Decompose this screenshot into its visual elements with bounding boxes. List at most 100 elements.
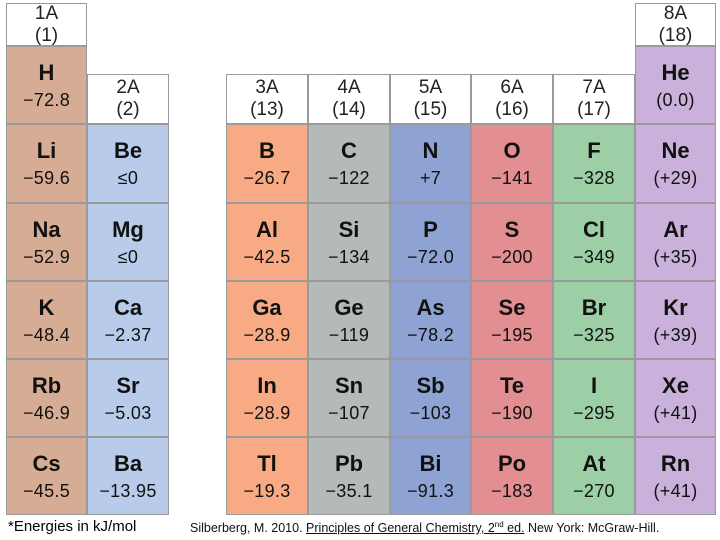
element-symbol: Mg [112,216,144,242]
electron-affinity-value: −119 [328,324,370,345]
electron-affinity-value: −19.3 [243,480,291,501]
element-symbol: Sb [416,372,445,398]
element-cell-si: Si −134 [308,203,390,281]
electron-affinity-value: −13.95 [99,480,157,501]
element-symbol: Te [499,372,525,398]
element-cell-xe: Xe (+41) [635,359,716,437]
group-label: 8A [663,2,688,24]
electron-affinity-value: −200 [491,246,533,267]
electron-affinity-value: −42.5 [243,246,291,267]
element-cell-f: F −328 [553,124,635,203]
electron-affinity-value: −103 [409,402,452,423]
element-cell-cl: Cl −349 [553,203,635,281]
group-header-5a: 5A (15) [390,74,471,124]
electron-affinity-value: −35.1 [325,480,373,501]
element-symbol: Ga [252,294,282,320]
element-cell-ba: Ba −13.95 [87,437,169,515]
element-symbol: Cs [32,450,61,476]
element-cell-se: Se −195 [471,281,553,359]
element-cell-rn: Rn (+41) [635,437,716,515]
electron-affinity-value: (0.0) [656,89,695,110]
element-cell-ne: Ne (+29) [635,124,716,203]
element-symbol: Pb [334,450,364,476]
group-header-3a: 3A (13) [226,74,308,124]
element-symbol: S [504,216,520,242]
group-label: 2A [116,77,140,98]
element-cell-p: P −72.0 [390,203,471,281]
group-number: (13) [250,99,284,120]
element-symbol: He [661,59,690,85]
element-symbol: Tl [257,450,277,476]
element-symbol: Ne [661,138,690,163]
electron-affinity-value: −52.9 [22,246,71,267]
element-symbol: Rn [660,450,691,476]
element-cell-i: I −295 [553,359,635,437]
citation-suffix: New York: McGraw-Hill. [524,521,660,535]
element-cell-br: Br −325 [553,281,635,359]
group-label: 1A [34,2,59,24]
group-number: (15) [413,99,448,120]
group-label: 6A [500,77,524,98]
group-label: 4A [337,77,361,98]
electron-affinity-value: −45.5 [22,480,71,501]
element-symbol: Bi [419,450,442,476]
element-symbol: Ba [113,450,143,476]
element-symbol: P [423,216,438,242]
element-symbol: Si [338,216,360,242]
element-symbol: Kr [663,294,688,320]
electron-affinity-value: (+29) [653,168,698,188]
element-symbol: Se [498,294,526,320]
element-symbol: O [503,138,521,163]
element-cell-b: B −26.7 [226,124,308,203]
element-cell-k: K −48.4 [6,281,87,359]
electron-affinity-value: (+41) [653,480,698,501]
element-cell-ga: Ga −28.9 [226,281,308,359]
element-symbol: Po [497,450,527,476]
element-symbol: Rb [31,372,62,398]
element-symbol: Al [256,216,278,242]
electron-affinity-value: (+35) [653,246,698,267]
element-symbol: Ca [113,294,143,320]
element-symbol: Li [36,138,57,163]
element-cell-s: S −200 [471,203,553,281]
element-cell-bi: Bi −91.3 [390,437,471,515]
element-cell-c: C −122 [308,124,390,203]
element-cell-be: Be ≤0 [87,124,169,203]
element-symbol: Sr [116,372,140,398]
element-symbol: Na [32,216,61,242]
element-symbol: Br [581,294,607,320]
element-cell-sr: Sr −5.03 [87,359,169,437]
electron-affinity-value: −134 [328,246,370,267]
element-cell-sn: Sn −107 [308,359,390,437]
element-symbol: Ge [334,294,364,320]
electron-affinity-value: −5.03 [104,402,152,423]
element-cell-kr: Kr (+39) [635,281,716,359]
group-header-8a: 8A (18) [635,3,716,46]
element-cell-h: H −72.8 [6,46,87,124]
electron-affinity-value: −59.6 [22,168,71,188]
element-cell-ca: Ca −2.37 [87,281,169,359]
group-number: (16) [495,99,529,120]
element-symbol: Be [113,138,143,163]
group-header-2a: 2A (2) [87,74,169,124]
element-symbol: As [416,294,445,320]
element-cell-ge: Ge −119 [308,281,390,359]
group-number: (14) [332,99,366,120]
group-header-4a: 4A (14) [308,74,390,124]
element-cell-in: In −28.9 [226,359,308,437]
element-cell-tl: Tl −19.3 [226,437,308,515]
electron-affinity-value: −48.4 [22,324,71,345]
electron-affinity-value: −28.9 [243,324,291,345]
element-cell-al: Al −42.5 [226,203,308,281]
electron-affinity-value: ≤0 [117,168,139,188]
element-cell-sb: Sb −103 [390,359,471,437]
group-header-7a: 7A (17) [553,74,635,124]
electron-affinity-value: −46.9 [22,402,71,423]
group-label: 5A [418,77,443,98]
electron-affinity-value: −78.2 [406,324,455,345]
electron-affinity-value: −270 [573,480,615,501]
element-symbol: N [422,138,439,163]
element-cell-n: N +7 [390,124,471,203]
electron-affinity-value: −328 [573,168,615,188]
electron-affinity-value: (+39) [653,324,698,345]
